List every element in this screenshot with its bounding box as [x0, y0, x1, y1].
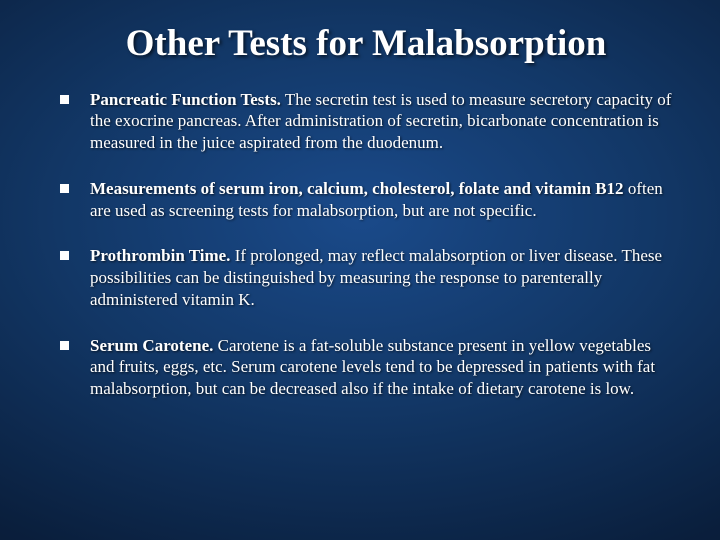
bullet-list: Pancreatic Function Tests. The secretin …	[60, 89, 672, 400]
bullet-lead: Pancreatic Function Tests.	[90, 90, 281, 109]
slide-container: Other Tests for Malabsorption Pancreatic…	[0, 0, 720, 540]
bullet-lead: Measurements of serum iron, calcium, cho…	[90, 179, 624, 198]
list-item: Measurements of serum iron, calcium, cho…	[60, 178, 672, 222]
bullet-lead: Serum Carotene.	[90, 336, 213, 355]
list-item: Prothrombin Time. If prolonged, may refl…	[60, 245, 672, 310]
list-item: Serum Carotene. Carotene is a fat-solubl…	[60, 335, 672, 400]
list-item: Pancreatic Function Tests. The secretin …	[60, 89, 672, 154]
slide-title: Other Tests for Malabsorption	[60, 24, 672, 65]
bullet-lead: Prothrombin Time.	[90, 246, 230, 265]
